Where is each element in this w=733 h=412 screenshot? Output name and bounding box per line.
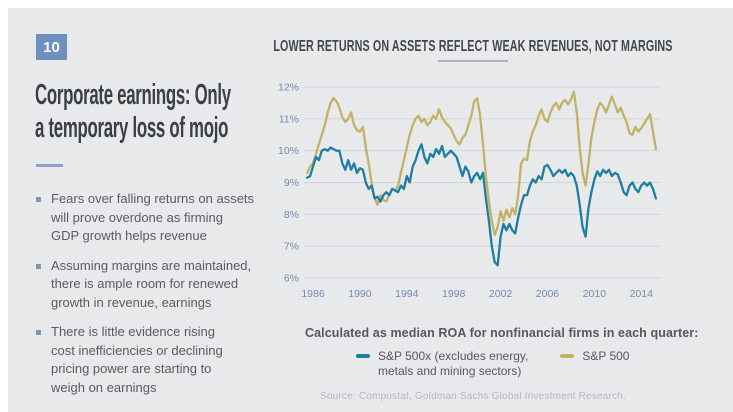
series-line-sp500	[306, 90, 658, 237]
bullet-text: Fears over falling returns on assets wil…	[51, 191, 255, 243]
bullet-item: There is little evidence rising cost ine…	[35, 323, 283, 397]
y-axis-tick-label: 11%	[279, 113, 299, 125]
y-axis-tick-label: 6%	[284, 273, 299, 285]
chart-caption: Calculated as median ROA for nonfinancia…	[305, 326, 699, 340]
chart-title-underline	[438, 60, 508, 62]
chart-legend: S&P 500x (excludes energy, metals and mi…	[356, 349, 629, 379]
legend-item: S&P 500x (excludes energy, metals and mi…	[356, 349, 528, 379]
y-axis-tick-label: 7%	[284, 241, 299, 253]
slide-number-badge: 10	[36, 34, 67, 60]
y-axis-tick-label: 10%	[278, 145, 299, 157]
x-axis-tick-label: 1994	[395, 288, 419, 300]
x-axis-tick-label: 1998	[442, 288, 466, 300]
x-axis-tick-label: 2010	[583, 288, 607, 300]
legend-label: S&P 500	[582, 349, 630, 363]
y-axis-tick-label: 9%	[284, 177, 299, 189]
chart-title: LOWER RETURNS ON ASSETS REFLECT WEAK REV…	[273, 38, 673, 55]
title-divider	[36, 164, 63, 167]
x-axis-tick-label: 2002	[489, 288, 513, 300]
slide: 10 Corporate earnings: Only a temporary …	[8, 8, 733, 412]
y-axis-tick-label: 8%	[284, 209, 299, 221]
x-axis-tick-label: 2014	[630, 288, 654, 300]
legend-item: S&P 500	[560, 349, 629, 379]
x-axis-tick-label: 1986	[301, 288, 325, 300]
legend-swatch-icon	[356, 354, 370, 358]
x-axis-tick-label: 1990	[348, 288, 372, 300]
bullet-square-icon	[36, 330, 41, 335]
chart-header: LOWER RETURNS ON ASSETS REFLECT WEAK REV…	[273, 37, 673, 62]
bullet-list: Fears over falling returns on assets wil…	[35, 190, 283, 408]
legend-label: S&P 500x (excludes energy, metals and mi…	[378, 349, 529, 378]
slide-title: Corporate earnings: Only a temporary los…	[35, 79, 231, 144]
source-note: Source: Compustat, Goldman Sachs Global …	[319, 391, 627, 402]
bullet-square-icon	[36, 197, 41, 202]
bullet-text: There is little evidence rising cost ine…	[51, 324, 223, 395]
legend-swatch-icon	[560, 354, 575, 358]
bullet-item: Assuming margins are maintained, there i…	[35, 257, 283, 313]
bullet-square-icon	[36, 263, 41, 269]
bullet-text: Assuming margins are maintained, there i…	[51, 257, 252, 310]
y-axis-tick-label: 12%	[278, 82, 299, 94]
series-line-sp500x	[306, 143, 658, 267]
roa-line-chart: 12% 11% 10% 9% 8% 7% 6%1986 1990 1994 1998 2002 200…	[278, 82, 660, 300]
x-axis-tick-label: 2006	[536, 288, 560, 300]
bullet-item: Fears over falling returns on assets wil…	[35, 190, 283, 246]
